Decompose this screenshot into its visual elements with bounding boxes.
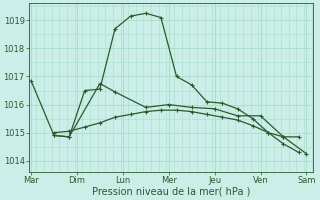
X-axis label: Pression niveau de la mer( hPa ): Pression niveau de la mer( hPa ) bbox=[92, 187, 250, 197]
